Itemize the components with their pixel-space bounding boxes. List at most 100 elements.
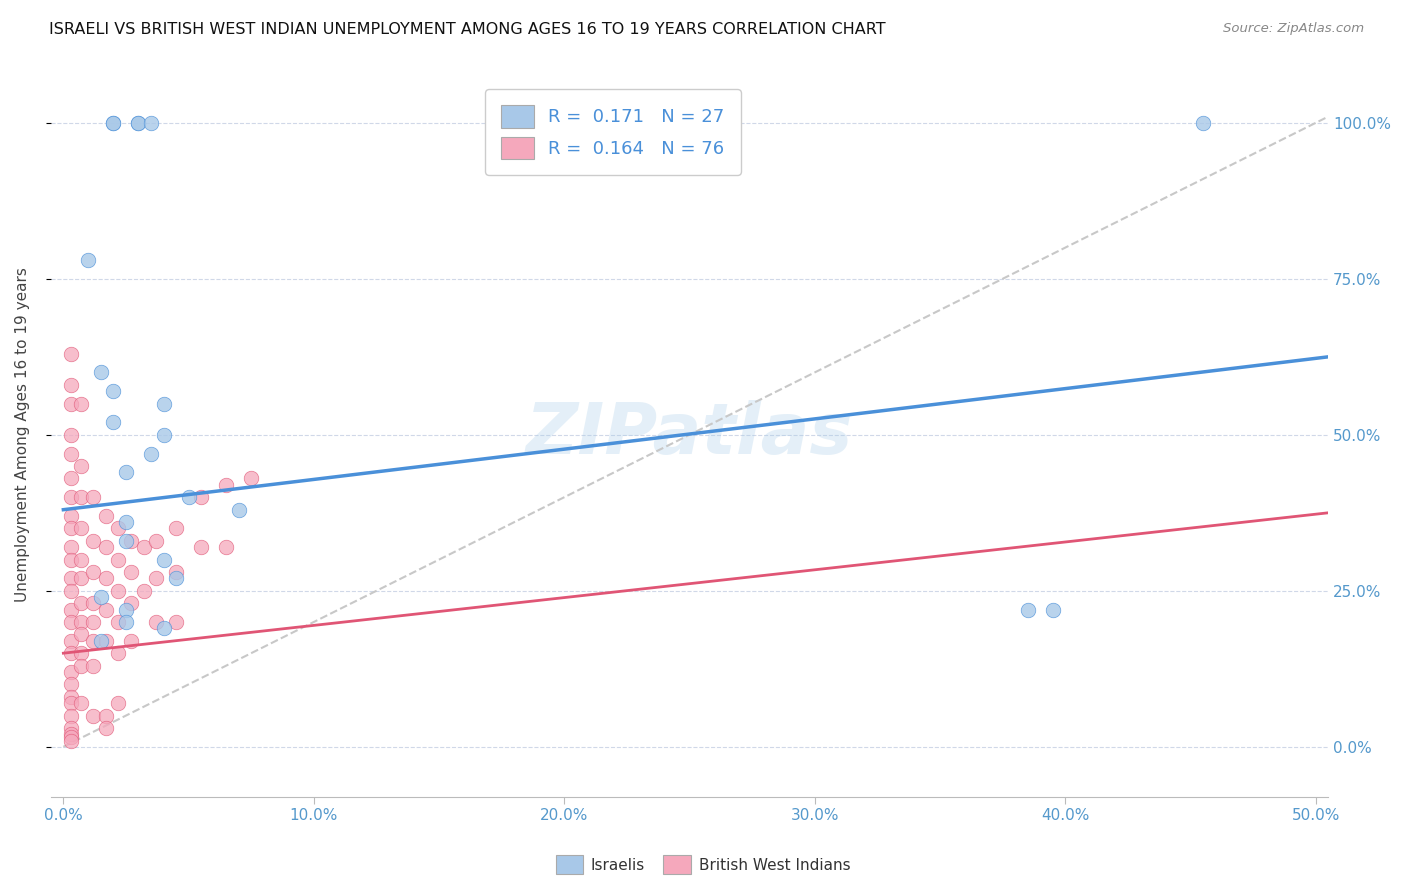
Point <box>115 602 138 616</box>
Point <box>59 471 82 485</box>
Point <box>70 696 93 710</box>
Point <box>145 533 167 548</box>
Point <box>82 533 104 548</box>
Point <box>90 590 112 604</box>
Point <box>1042 602 1064 616</box>
Point <box>59 521 82 535</box>
Point <box>94 540 117 554</box>
Text: Source: ZipAtlas.com: Source: ZipAtlas.com <box>1223 22 1364 36</box>
Point <box>59 677 82 691</box>
Legend: Israelis, British West Indians: Israelis, British West Indians <box>550 849 856 880</box>
Point <box>120 533 142 548</box>
Point <box>1017 602 1039 616</box>
Point <box>139 116 162 130</box>
Point <box>165 565 187 579</box>
Point <box>82 658 104 673</box>
Point <box>59 665 82 679</box>
Point <box>128 116 150 130</box>
Point <box>90 633 112 648</box>
Point <box>107 583 129 598</box>
Point <box>59 347 82 361</box>
Point <box>107 552 129 566</box>
Point <box>152 397 174 411</box>
Point <box>107 646 129 660</box>
Point <box>132 540 155 554</box>
Point <box>94 708 117 723</box>
Point <box>82 596 104 610</box>
Text: ISRAELI VS BRITISH WEST INDIAN UNEMPLOYMENT AMONG AGES 16 TO 19 YEARS CORRELATIO: ISRAELI VS BRITISH WEST INDIAN UNEMPLOYM… <box>49 22 886 37</box>
Point <box>177 490 200 504</box>
Point <box>1192 116 1215 130</box>
Point <box>145 571 167 585</box>
Point <box>59 508 82 523</box>
Point <box>59 378 82 392</box>
Point <box>165 521 187 535</box>
Point <box>70 521 93 535</box>
Point <box>94 633 117 648</box>
Point <box>115 515 138 529</box>
Point <box>59 615 82 629</box>
Point <box>70 627 93 641</box>
Point <box>70 615 93 629</box>
Point <box>59 690 82 704</box>
Point <box>120 565 142 579</box>
Point <box>59 446 82 460</box>
Point <box>132 583 155 598</box>
Point <box>70 397 93 411</box>
Point <box>165 615 187 629</box>
Point <box>94 571 117 585</box>
Point <box>70 552 93 566</box>
Point <box>215 540 238 554</box>
Point <box>190 540 212 554</box>
Point <box>59 571 82 585</box>
Point <box>145 615 167 629</box>
Point <box>59 708 82 723</box>
Point <box>115 533 138 548</box>
Point <box>59 427 82 442</box>
Point <box>152 621 174 635</box>
Point <box>228 502 250 516</box>
Legend: R =  0.171   N = 27, R =  0.164   N = 76: R = 0.171 N = 27, R = 0.164 N = 76 <box>485 89 741 175</box>
Point <box>59 540 82 554</box>
Point <box>82 633 104 648</box>
Point <box>190 490 212 504</box>
Point <box>94 721 117 735</box>
Point <box>77 253 100 268</box>
Point <box>152 427 174 442</box>
Point <box>90 366 112 380</box>
Point <box>59 646 82 660</box>
Text: ZIPatlas: ZIPatlas <box>526 401 853 469</box>
Point <box>103 415 125 429</box>
Y-axis label: Unemployment Among Ages 16 to 19 years: Unemployment Among Ages 16 to 19 years <box>15 268 30 602</box>
Point <box>115 615 138 629</box>
Point <box>70 596 93 610</box>
Point <box>120 596 142 610</box>
Point <box>82 615 104 629</box>
Point <box>94 508 117 523</box>
Point <box>103 384 125 399</box>
Point <box>120 633 142 648</box>
Point <box>107 615 129 629</box>
Point <box>103 116 125 130</box>
Point <box>103 116 125 130</box>
Point <box>94 602 117 616</box>
Point <box>70 658 93 673</box>
Point <box>59 633 82 648</box>
Point <box>165 571 187 585</box>
Point <box>59 552 82 566</box>
Point <box>70 458 93 473</box>
Point <box>59 602 82 616</box>
Point <box>82 490 104 504</box>
Point <box>70 646 93 660</box>
Point <box>59 490 82 504</box>
Point <box>70 571 93 585</box>
Point <box>115 465 138 479</box>
Point <box>59 721 82 735</box>
Point <box>59 696 82 710</box>
Point <box>70 490 93 504</box>
Point <box>59 733 82 747</box>
Point <box>59 731 82 745</box>
Point <box>59 727 82 741</box>
Point <box>59 397 82 411</box>
Point <box>82 565 104 579</box>
